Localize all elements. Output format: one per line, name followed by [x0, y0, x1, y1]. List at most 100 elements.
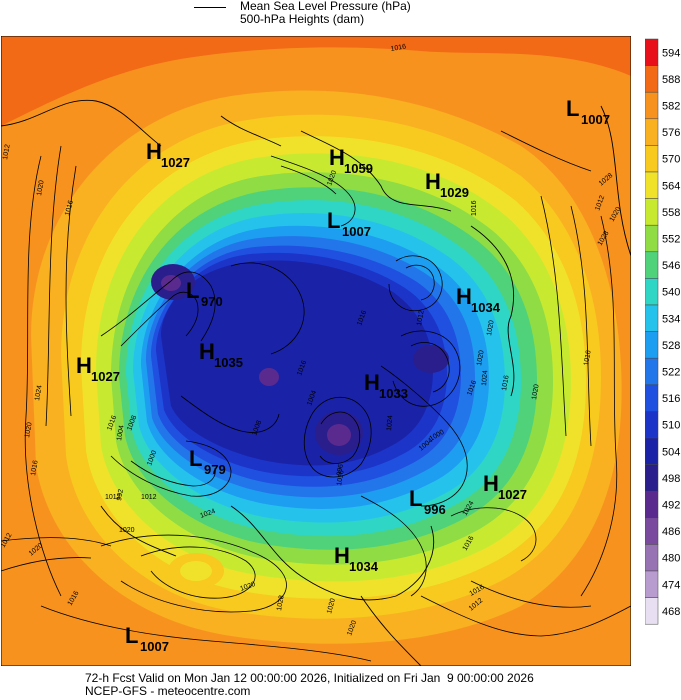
pressure-center-value: 970 — [201, 294, 223, 309]
pressure-center-high-alaska: H 1035 — [199, 339, 243, 370]
colorbar-swatch-492 — [645, 490, 659, 519]
colorbar-label: 486 — [662, 526, 680, 538]
pressure-center-letter: H — [483, 471, 499, 496]
height-low-greenland — [413, 345, 449, 373]
isobar-labels: 1016 1012 1020 1016 1024 1020 1016 1012 1012 1012… — [1, 43, 623, 636]
isobar-label: 1020 — [476, 350, 486, 367]
pressure-center-high-siberia: H 1059 — [329, 145, 373, 176]
pressure-center-value: 1059 — [344, 161, 373, 176]
colorbar-label: 582 — [662, 101, 680, 113]
colorbar-label: 522 — [662, 367, 680, 379]
pressure-center-letter: L — [125, 623, 138, 648]
colorbar-label: 546 — [662, 260, 680, 272]
isobar-label: 1016 — [64, 200, 75, 217]
isobar-label: 1004 — [306, 390, 318, 407]
pressure-center-low-bering: L 970 — [186, 278, 223, 309]
colorbar-label: 540 — [662, 287, 680, 299]
pressure-center-letter: H — [329, 145, 345, 170]
isobar-label: 1016 — [583, 350, 593, 367]
pressure-center-value: 1007 — [342, 224, 371, 239]
pressure-center-letter: L — [327, 208, 340, 233]
colorbar-swatch-510 — [645, 411, 659, 439]
colorbar-label: 594 — [662, 47, 680, 59]
isobar-label: 1020 — [326, 170, 338, 187]
pressure-center-high-pacific-west: H 1027 — [76, 353, 120, 384]
colorbar-label: 534 — [662, 313, 680, 325]
isobar-label: 1008 — [126, 415, 138, 432]
isobar-label: 1016 — [296, 360, 308, 377]
pressure-center-letter: L — [566, 96, 579, 121]
colorbar-label: 480 — [662, 553, 680, 565]
height-colorbar: 594 588 582 576 570 564 558 552 546 540 534 528 522 5… — [645, 38, 680, 625]
pressure-center-letter: L — [186, 278, 199, 303]
colorbar-swatch-546 — [645, 251, 659, 279]
pressure-center-high-atlantic: H 1027 — [483, 471, 527, 502]
isobar-label: 1012 — [141, 494, 157, 501]
isobar-label: 1004 — [116, 425, 126, 442]
pressure-center-letter: L — [409, 486, 422, 511]
pressure-center-high-us-east: H 1034 — [334, 543, 379, 574]
isobar-label: 1016 — [356, 310, 368, 327]
colorbar-swatch-564 — [645, 171, 659, 199]
map-footer: 72-h Fcst Valid on Mon Jan 12 00:00:00 2… — [85, 672, 534, 698]
pressure-center-low-bottom-left: L 1007 — [125, 623, 169, 654]
pressure-center-letter: H — [146, 139, 162, 164]
colorbar-label: 468 — [662, 606, 680, 618]
colorbar-swatch-552 — [645, 224, 659, 253]
pressure-center-value: 979 — [204, 462, 226, 477]
pressure-center-low-canada: L 979 — [189, 446, 226, 477]
pressure-center-value: 1027 — [91, 369, 120, 384]
isobars — [1, 130, 631, 662]
isobar-label: 1008 — [251, 420, 263, 437]
isobar-label: 1028 — [276, 595, 286, 612]
colorbar-swatch-522 — [645, 357, 659, 386]
coastlines — [1, 99, 631, 666]
isobar-label: 1012 — [2, 144, 12, 161]
colorbar-label: 564 — [662, 180, 680, 192]
isobar-label: 1012 — [105, 494, 121, 501]
colorbar-swatch-480 — [645, 544, 659, 572]
isobar-label: 1016 — [471, 200, 478, 216]
footer-forecast-info: 72-h Fcst Valid on Mon Jan 12 00:00:00 2… — [85, 671, 534, 685]
colorbar-label: 516 — [662, 393, 680, 405]
pressure-center-high-china: H 1029 — [425, 169, 469, 200]
pressure-center-letter: H — [334, 543, 350, 568]
colorbar-swatch-582 — [645, 91, 659, 120]
pressure-center-low-atlantic: L 996 — [409, 486, 446, 517]
pressure-center-high-east-asia: H 1034 — [456, 284, 501, 315]
footer-source: NCEP-GFS - meteocentre.com — [85, 684, 251, 698]
colorbar-label: 498 — [662, 473, 680, 485]
colorbar-swatch-558 — [645, 198, 659, 226]
colorbar-label: 492 — [662, 500, 680, 512]
isobar-label: 1012 — [594, 195, 606, 212]
isobar-label: 1020 — [346, 620, 358, 637]
colorbar-swatch-504 — [645, 437, 659, 465]
pressure-center-value: 1027 — [498, 487, 527, 502]
height-cutoff-low-south-inner — [180, 561, 212, 581]
isobar-label: 1016 — [30, 460, 40, 477]
colorbar-swatch-528 — [645, 331, 659, 359]
pressure-center-value: 1033 — [379, 386, 408, 401]
pressure-center-letter: H — [76, 353, 92, 378]
pressure-center-high-ne-pacific-north: H 1027 — [146, 139, 190, 170]
colorbar-label: 558 — [662, 207, 680, 219]
height-low-arctic-core — [259, 368, 279, 386]
isobar-label: 1020 — [119, 527, 135, 534]
colorbar-label: 528 — [662, 340, 680, 352]
height-band-504 — [161, 260, 433, 466]
isobar-label: 1020 — [239, 581, 256, 593]
pressure-center-high-greenland: H 1033 — [364, 370, 408, 401]
isobar-label: 1020 — [326, 598, 337, 615]
height-low-canada-core — [327, 424, 351, 446]
colorbar-swatch-576 — [645, 118, 659, 146]
pressure-center-value: 1034 — [349, 559, 379, 574]
colorbar-swatch-594 — [645, 38, 659, 66]
isobar-label: 1024 — [34, 385, 44, 402]
pressure-center-letter: H — [199, 339, 215, 364]
pressure-center-value: 1007 — [140, 639, 169, 654]
colorbar-label: 552 — [662, 234, 680, 246]
height-band-588-region — [1, 36, 631, 126]
isobar-label: 1024 — [199, 508, 216, 520]
colorbar-swatch-570 — [645, 145, 659, 173]
